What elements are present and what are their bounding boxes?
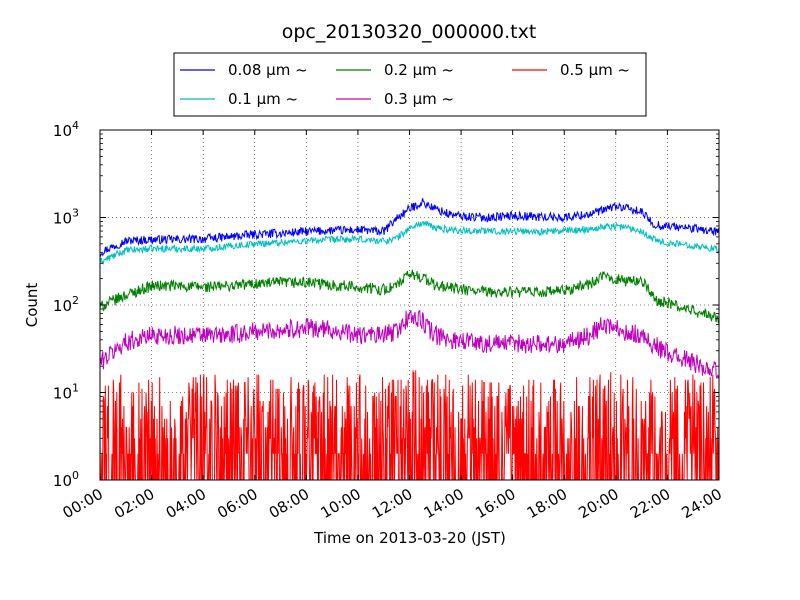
- legend-entry-label: 0.1 μm ~: [228, 90, 298, 108]
- legend-entry-label: 0.5 μm ~: [560, 61, 630, 79]
- x-axis-label: Time on 2013-03-20 (JST): [313, 529, 506, 547]
- legend-entry-label: 0.3 μm ~: [384, 90, 454, 108]
- series-line-4: [100, 370, 719, 480]
- y-tick-label: 101: [53, 382, 79, 403]
- y-tick-label: 100: [53, 469, 79, 490]
- series-line-2: [100, 269, 719, 324]
- y-tick-base: 10: [53, 297, 72, 315]
- series-line-1: [100, 220, 719, 266]
- y-tick-exponent: 3: [72, 207, 79, 220]
- y-tick-label: 104: [53, 119, 79, 140]
- y-tick-base: 10: [53, 122, 72, 140]
- series-lines: [100, 198, 719, 480]
- legend-box: [173, 52, 647, 117]
- y-tick-exponent: 0: [72, 469, 79, 482]
- y-tick-exponent: 2: [72, 294, 79, 307]
- chart-title: opc_20130320_000000.txt: [282, 21, 537, 43]
- series-line-3: [100, 309, 719, 379]
- y-tick-base: 10: [53, 472, 72, 490]
- legend: 0.08 μm ~ 0.1 μm ~ 0.2 μm ~ 0.3 μm ~ 0.5 μm …: [180, 61, 630, 108]
- y-tick-exponent: 4: [72, 119, 79, 132]
- y-tick-base: 10: [53, 210, 72, 228]
- series-line-0: [100, 198, 719, 257]
- y-tick-label: 102: [53, 294, 79, 315]
- y-tick-base: 10: [53, 385, 72, 403]
- legend-entry-label: 0.2 μm ~: [384, 61, 454, 79]
- y-tick-label: 103: [53, 207, 79, 228]
- y-axis-label: Count: [23, 283, 41, 328]
- y-tick-exponent: 1: [72, 382, 79, 395]
- legend-entry-label: 0.08 μm ~: [228, 61, 308, 79]
